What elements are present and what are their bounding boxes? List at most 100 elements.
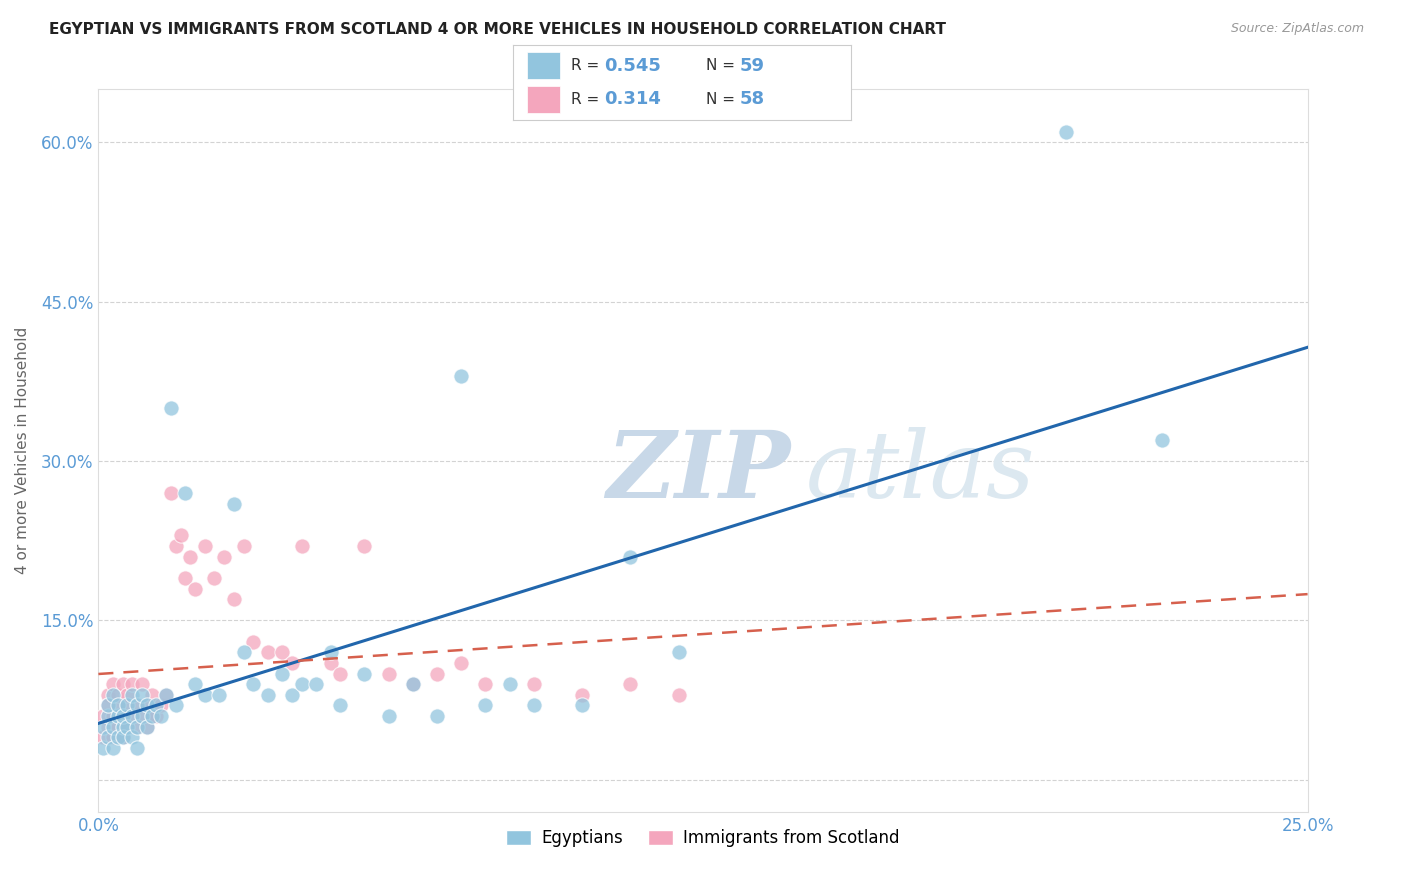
Point — [141, 709, 163, 723]
Point — [305, 677, 328, 691]
Point — [101, 731, 124, 745]
Point — [135, 698, 157, 713]
Y-axis label: 4 or more Vehicles in Household: 4 or more Vehicles in Household — [15, 326, 30, 574]
Point — [353, 666, 375, 681]
Point — [91, 731, 114, 745]
Point — [121, 731, 143, 745]
Point — [127, 720, 149, 734]
Point — [242, 677, 264, 691]
Point — [107, 688, 129, 702]
Point — [1152, 433, 1174, 447]
Point — [91, 741, 114, 756]
Point — [450, 656, 472, 670]
Point — [135, 720, 157, 734]
Point — [160, 401, 183, 415]
Point — [668, 645, 690, 659]
Text: 59: 59 — [740, 57, 765, 75]
Text: R =: R = — [571, 92, 603, 107]
Point — [271, 645, 294, 659]
Point — [91, 720, 114, 734]
Point — [377, 666, 399, 681]
Point — [111, 709, 134, 723]
Point — [107, 698, 129, 713]
Point — [194, 539, 217, 553]
Point — [141, 709, 163, 723]
Point — [145, 698, 167, 713]
Point — [165, 539, 187, 553]
Point — [619, 549, 641, 564]
Point — [97, 731, 120, 745]
Text: N =: N = — [706, 92, 740, 107]
Point — [117, 688, 139, 702]
Point — [117, 698, 139, 713]
Point — [107, 731, 129, 745]
Point — [426, 709, 449, 723]
Point — [141, 688, 163, 702]
Point — [117, 698, 139, 713]
Point — [155, 688, 177, 702]
Point — [160, 486, 183, 500]
Point — [184, 582, 207, 596]
Point — [101, 720, 124, 734]
Point — [155, 688, 177, 702]
Point — [256, 688, 278, 702]
Legend: Egyptians, Immigrants from Scotland: Egyptians, Immigrants from Scotland — [499, 822, 907, 854]
Point — [353, 539, 375, 553]
Point — [97, 720, 120, 734]
Point — [111, 731, 134, 745]
Point — [474, 677, 496, 691]
Point — [97, 688, 120, 702]
Point — [523, 698, 546, 713]
Point — [184, 677, 207, 691]
Point — [117, 720, 139, 734]
Point — [107, 709, 129, 723]
Point — [208, 688, 231, 702]
Point — [117, 720, 139, 734]
FancyBboxPatch shape — [527, 86, 561, 112]
Point — [97, 698, 120, 713]
Point — [165, 698, 187, 713]
Point — [107, 720, 129, 734]
Point — [97, 698, 120, 713]
Point — [121, 688, 143, 702]
Point — [127, 741, 149, 756]
Text: atlas: atlas — [806, 427, 1035, 517]
Point — [145, 709, 167, 723]
Point — [523, 677, 546, 691]
Point — [174, 486, 197, 500]
Point — [111, 720, 134, 734]
Point — [127, 698, 149, 713]
Point — [194, 688, 217, 702]
Point — [174, 571, 197, 585]
Point — [135, 698, 157, 713]
Point — [212, 549, 235, 564]
Text: EGYPTIAN VS IMMIGRANTS FROM SCOTLAND 4 OR MORE VEHICLES IN HOUSEHOLD CORRELATION: EGYPTIAN VS IMMIGRANTS FROM SCOTLAND 4 O… — [49, 22, 946, 37]
Point — [498, 677, 520, 691]
Point — [232, 539, 254, 553]
Point — [111, 677, 134, 691]
Point — [131, 709, 153, 723]
Point — [150, 709, 173, 723]
Point — [97, 709, 120, 723]
Point — [127, 698, 149, 713]
Point — [271, 666, 294, 681]
Point — [111, 731, 134, 745]
Text: 0.314: 0.314 — [605, 90, 661, 108]
Point — [121, 709, 143, 723]
Point — [319, 656, 342, 670]
Text: ZIP: ZIP — [606, 427, 790, 517]
Point — [101, 688, 124, 702]
Text: N =: N = — [706, 58, 740, 73]
Point — [131, 709, 153, 723]
Point — [668, 688, 690, 702]
Point — [127, 720, 149, 734]
Point — [135, 720, 157, 734]
Point — [402, 677, 425, 691]
Text: Source: ZipAtlas.com: Source: ZipAtlas.com — [1230, 22, 1364, 36]
Point — [121, 677, 143, 691]
FancyBboxPatch shape — [527, 52, 561, 79]
Point — [1054, 125, 1077, 139]
Point — [329, 666, 352, 681]
Point — [111, 709, 134, 723]
Point — [242, 634, 264, 648]
